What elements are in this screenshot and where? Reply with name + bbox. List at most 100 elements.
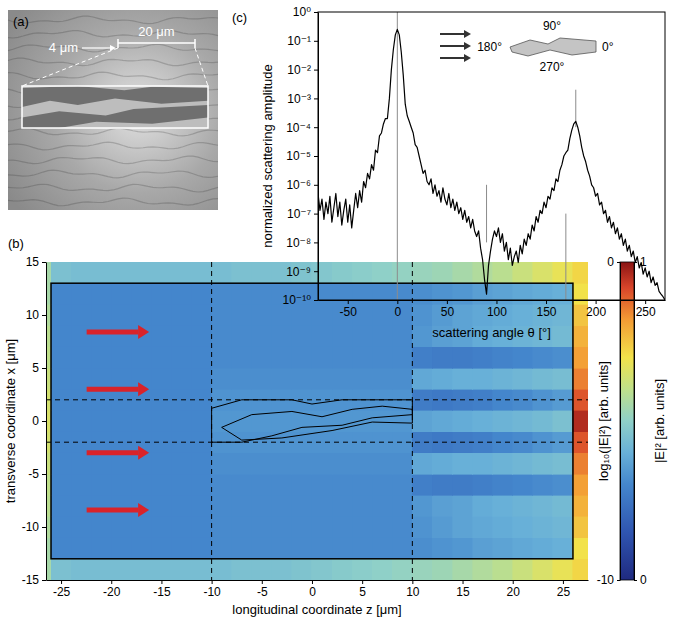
cell bbox=[131, 347, 151, 368]
cell bbox=[292, 347, 312, 368]
cell bbox=[151, 410, 171, 431]
cell bbox=[432, 347, 452, 368]
texture-line bbox=[8, 170, 218, 178]
cell bbox=[272, 474, 292, 495]
cell bbox=[453, 283, 473, 304]
inset-arrow bbox=[440, 45, 464, 47]
tick-mark bbox=[314, 156, 318, 157]
cell bbox=[372, 453, 392, 474]
cell bbox=[232, 495, 252, 516]
particle-outline bbox=[222, 406, 413, 440]
arrow-shaft bbox=[87, 329, 138, 334]
cell bbox=[453, 559, 473, 580]
cell bbox=[131, 410, 151, 431]
tick-label: 20 bbox=[507, 585, 521, 599]
cell bbox=[473, 453, 493, 474]
cell bbox=[432, 495, 452, 516]
cell bbox=[432, 410, 452, 431]
cell bbox=[192, 262, 212, 283]
tick-mark bbox=[617, 580, 620, 581]
tick-mark bbox=[42, 262, 46, 263]
cell bbox=[292, 304, 312, 325]
cell bbox=[111, 283, 131, 304]
axis: -50050100150200250 bbox=[319, 300, 666, 319]
cell bbox=[553, 326, 573, 347]
incident-arrows bbox=[87, 325, 149, 517]
cell bbox=[533, 368, 553, 389]
cell bbox=[131, 262, 151, 283]
cell bbox=[332, 453, 352, 474]
tick-mark bbox=[262, 580, 263, 584]
cell bbox=[513, 474, 533, 495]
cell bbox=[252, 453, 272, 474]
tick-label: 50 bbox=[441, 305, 455, 319]
cell bbox=[372, 326, 392, 347]
cell bbox=[453, 495, 473, 516]
cell bbox=[212, 516, 232, 537]
cell bbox=[513, 559, 533, 580]
cell bbox=[332, 283, 352, 304]
cell bbox=[473, 495, 493, 516]
tick-label: 0 bbox=[394, 305, 401, 319]
cell bbox=[312, 495, 332, 516]
cell bbox=[272, 538, 292, 559]
texture-line bbox=[8, 198, 218, 206]
inset-shape bbox=[22, 105, 208, 128]
tick-label: 10⁻³ bbox=[287, 92, 311, 106]
arrow-shaft bbox=[87, 387, 138, 392]
cell bbox=[312, 410, 332, 431]
cell bbox=[51, 326, 71, 347]
cell bbox=[412, 283, 432, 304]
cell bbox=[212, 283, 232, 304]
axis-line bbox=[47, 580, 589, 581]
tick-mark bbox=[463, 580, 464, 584]
cell bbox=[71, 495, 91, 516]
cell bbox=[372, 538, 392, 559]
cell bbox=[292, 474, 312, 495]
cell bbox=[493, 262, 513, 283]
cell bbox=[493, 347, 513, 368]
cell bbox=[312, 283, 332, 304]
tick: 10⁻¹⁰ bbox=[283, 293, 319, 307]
texture-line bbox=[8, 16, 218, 24]
cell bbox=[151, 516, 171, 537]
cell bbox=[131, 474, 151, 495]
cell bbox=[111, 304, 131, 325]
cell bbox=[432, 368, 452, 389]
cell bbox=[392, 326, 412, 347]
cell bbox=[473, 283, 493, 304]
cell bbox=[192, 326, 212, 347]
inset-particle bbox=[510, 38, 596, 56]
cell bbox=[493, 538, 513, 559]
cell bbox=[71, 304, 91, 325]
cell bbox=[432, 516, 452, 537]
particle-outline bbox=[212, 400, 413, 442]
texture-line bbox=[8, 156, 218, 164]
cell bbox=[71, 516, 91, 537]
cell bbox=[453, 347, 473, 368]
cell bbox=[312, 453, 332, 474]
cell bbox=[111, 538, 131, 559]
axis: -25-20-15-10-50510152025 bbox=[47, 580, 589, 599]
cell bbox=[412, 410, 432, 431]
cell bbox=[292, 368, 312, 389]
tick-label: -50 bbox=[340, 305, 358, 319]
cell bbox=[171, 516, 191, 537]
cell bbox=[292, 559, 312, 580]
cell bbox=[553, 453, 573, 474]
cells bbox=[46, 262, 588, 580]
cell bbox=[151, 262, 171, 283]
cell bbox=[71, 368, 91, 389]
inset-frame bbox=[22, 86, 208, 128]
cell bbox=[412, 347, 432, 368]
tick: 10⁻¹ bbox=[287, 34, 318, 48]
cell bbox=[232, 538, 252, 559]
cell bbox=[51, 262, 71, 283]
tick-label: -25 bbox=[53, 585, 71, 599]
cell bbox=[352, 516, 372, 537]
zoom-line bbox=[195, 48, 208, 86]
cell bbox=[392, 283, 412, 304]
tick-mark bbox=[312, 580, 313, 584]
cell bbox=[111, 516, 131, 537]
cell bbox=[493, 516, 513, 537]
